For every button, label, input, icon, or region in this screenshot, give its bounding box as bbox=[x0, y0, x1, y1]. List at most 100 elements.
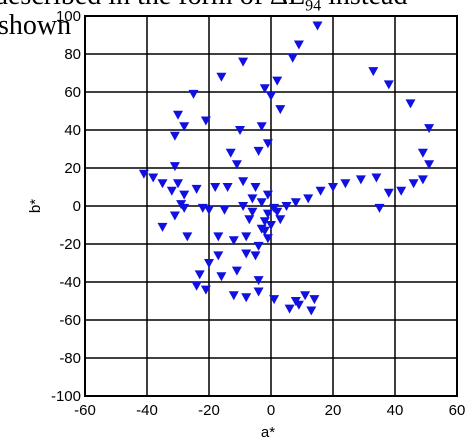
data-point-marker bbox=[315, 186, 326, 196]
x-tick-label: 60 bbox=[449, 402, 466, 419]
y-tick-label: 40 bbox=[64, 122, 81, 139]
data-point-marker bbox=[182, 232, 193, 242]
data-point-marker bbox=[371, 173, 382, 183]
data-point-marker bbox=[228, 291, 239, 301]
y-tick-label: 20 bbox=[64, 160, 81, 177]
data-point-marker bbox=[272, 76, 283, 86]
data-point-marker bbox=[266, 221, 276, 230]
caption-tail: instead bbox=[328, 0, 407, 11]
data-point-marker bbox=[340, 179, 351, 189]
data-point-marker bbox=[213, 232, 224, 242]
y-tick-label: 80 bbox=[64, 46, 81, 63]
data-point-marker bbox=[200, 116, 211, 126]
x-tick-label: -40 bbox=[136, 402, 158, 419]
data-point-marker bbox=[231, 266, 242, 276]
data-point-marker bbox=[287, 53, 298, 63]
data-point-marker bbox=[262, 139, 273, 149]
delta-e-subscript: 94 bbox=[305, 0, 322, 15]
data-point-marker bbox=[290, 198, 301, 208]
data-point-marker bbox=[188, 89, 199, 99]
y-tick-label: 100 bbox=[56, 8, 81, 25]
data-point-marker bbox=[405, 99, 416, 109]
x-tick-label: 40 bbox=[387, 402, 404, 419]
data-point-marker bbox=[262, 190, 273, 200]
data-point-marker bbox=[241, 249, 252, 259]
data-point-marker bbox=[262, 209, 273, 219]
data-point-marker bbox=[179, 203, 190, 213]
data-point-marker bbox=[269, 295, 280, 305]
x-tick-labels: -60 -40 -20 0 20 40 60 bbox=[74, 402, 465, 419]
data-point-marker bbox=[424, 160, 435, 170]
data-point-marker bbox=[408, 179, 419, 189]
data-point-marker bbox=[216, 72, 227, 82]
data-point-marker bbox=[266, 91, 276, 101]
data-point-marker bbox=[173, 179, 183, 189]
page-caption-line-2: shown bbox=[0, 12, 71, 40]
caption-text: described in the form of bbox=[0, 0, 263, 11]
data-point-marker bbox=[250, 183, 261, 192]
y-tick-labels: -100 -80 -60 -40 -20 0 20 40 60 80 100 bbox=[51, 8, 81, 405]
data-point-marker bbox=[219, 205, 230, 215]
delta-e-symbol: ΔE bbox=[270, 0, 305, 11]
caption-text-2: shown bbox=[0, 10, 72, 41]
data-point-marker bbox=[213, 251, 224, 261]
data-point-marker bbox=[253, 276, 264, 286]
data-point-marker bbox=[253, 241, 264, 251]
data-point-marker bbox=[256, 122, 267, 132]
data-point-marker bbox=[396, 186, 407, 196]
data-point-marker bbox=[290, 297, 301, 306]
data-point-marker bbox=[272, 207, 283, 217]
y-tick-label: 0 bbox=[73, 198, 81, 215]
data-point-marker bbox=[225, 148, 236, 158]
y-axis-label: b* bbox=[27, 199, 44, 213]
data-point-marker bbox=[210, 183, 221, 192]
y-tick-label: -40 bbox=[59, 274, 81, 291]
data-point-marker bbox=[247, 207, 258, 217]
data-point-marker bbox=[253, 287, 264, 297]
data-point-marker bbox=[157, 222, 168, 232]
data-point-marker bbox=[148, 173, 159, 183]
data-point-marker bbox=[284, 304, 295, 314]
data-point-marker bbox=[250, 251, 261, 261]
data-point-marker bbox=[303, 194, 314, 204]
data-point-marker bbox=[262, 234, 273, 244]
data-point-marker bbox=[328, 183, 338, 192]
data-point-marker bbox=[169, 162, 180, 172]
data-point-marker bbox=[275, 215, 286, 225]
x-tick-label: -60 bbox=[74, 402, 96, 419]
data-point-marker bbox=[238, 177, 249, 187]
data-point-marker bbox=[157, 179, 168, 189]
y-tick-label: 60 bbox=[64, 84, 81, 101]
data-point-marker bbox=[231, 160, 242, 170]
x-tick-label: 0 bbox=[267, 402, 275, 419]
data-point-marker bbox=[241, 232, 252, 242]
data-point-marker bbox=[253, 146, 264, 156]
data-point-marker bbox=[256, 198, 267, 208]
data-point-marker bbox=[200, 285, 211, 295]
data-point-marker bbox=[173, 110, 183, 120]
data-point-marker bbox=[204, 259, 214, 268]
data-point-marker bbox=[204, 205, 214, 215]
data-point-marker bbox=[309, 295, 320, 305]
data-point-marker bbox=[383, 188, 394, 198]
data-point-marker bbox=[244, 215, 255, 225]
data-point-marker bbox=[179, 122, 190, 132]
y-tick-label: -100 bbox=[51, 388, 81, 405]
x-tick-label: -20 bbox=[198, 402, 220, 419]
data-points bbox=[138, 21, 435, 316]
data-point-marker bbox=[179, 190, 190, 200]
data-point-marker bbox=[368, 67, 379, 77]
y-tick-label: -80 bbox=[59, 350, 81, 367]
page-caption-line-1: described in the form of ΔE94 instead bbox=[0, 0, 407, 15]
x-tick-label: 20 bbox=[325, 402, 342, 419]
data-point-marker bbox=[138, 169, 149, 179]
data-point-marker bbox=[238, 202, 249, 211]
data-point-marker bbox=[169, 211, 180, 221]
data-point-marker bbox=[281, 202, 292, 211]
x-axis-label: a* bbox=[261, 424, 275, 440]
data-point-marker bbox=[235, 126, 245, 135]
data-point-marker bbox=[417, 148, 428, 158]
data-point-marker bbox=[374, 203, 385, 213]
data-point-marker bbox=[259, 217, 270, 227]
